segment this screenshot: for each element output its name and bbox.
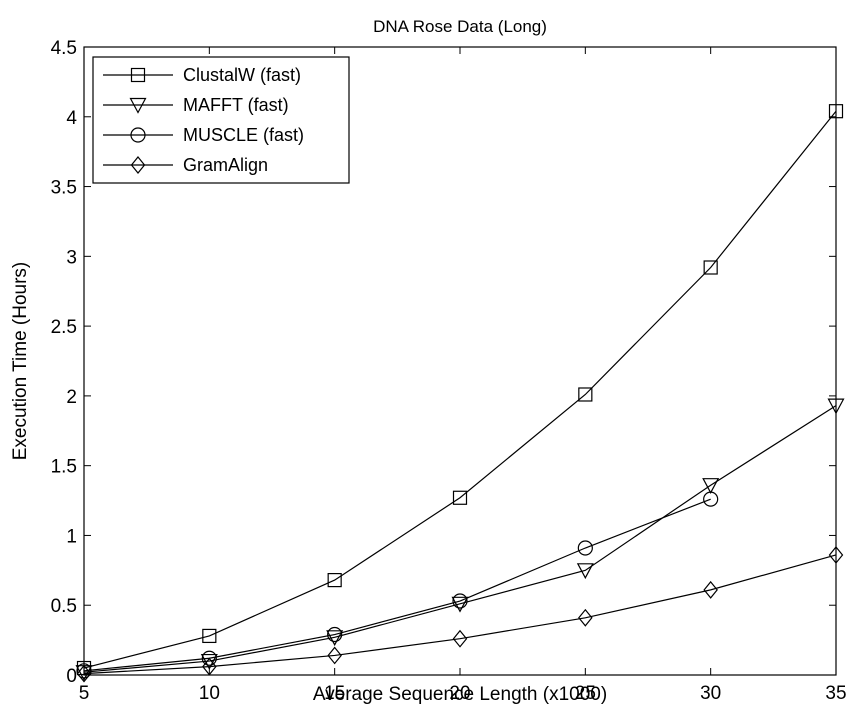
legend-entry: MUSCLE (fast) — [103, 125, 304, 145]
x-tick-label: 35 — [825, 683, 846, 704]
series-3 — [76, 546, 844, 683]
legend-entry: ClustalW (fast) — [103, 65, 301, 85]
data-point — [200, 653, 218, 670]
legend: ClustalW (fast) MAFFT (fast) MUSCLE (fast)… — [92, 56, 350, 184]
data-point — [577, 540, 593, 556]
y-tick-label: 1 — [66, 526, 77, 547]
series-line — [83, 405, 837, 673]
series-1 — [75, 398, 845, 681]
y-tick-label: 0.5 — [51, 596, 77, 617]
data-point — [452, 490, 468, 505]
y-tick-label: 1.5 — [51, 457, 77, 478]
series-line — [83, 554, 837, 675]
x-tick-label: 30 — [700, 683, 721, 704]
series-line — [83, 110, 837, 669]
y-tick-label: 2 — [66, 387, 77, 408]
data-point — [703, 580, 718, 599]
y-tick-label: 0 — [66, 666, 77, 687]
x-tick-label: 5 — [79, 683, 90, 704]
x-tick-label: 25 — [575, 683, 596, 704]
data-point — [201, 650, 217, 666]
series-line — [83, 498, 711, 672]
data-point — [202, 628, 217, 644]
data-point — [828, 546, 844, 564]
legend-marker — [129, 97, 147, 114]
x-tick-label: 20 — [449, 683, 470, 704]
legend-marker — [130, 156, 146, 174]
legend-label: ClustalW (fast) — [183, 65, 301, 85]
legend-label: MUSCLE (fast) — [183, 125, 304, 145]
data-point — [451, 596, 469, 613]
series-2 — [76, 491, 719, 679]
data-point — [578, 387, 593, 402]
legend-marker — [130, 67, 146, 83]
legend-entry: MAFFT (fast) — [103, 95, 289, 115]
axes: 5 10 15 20 25 30 35 0 0.5 1 1.5 2 2.5 3 3.5 4 4.5 — [51, 38, 847, 704]
data-point — [202, 657, 217, 676]
data-point — [703, 260, 718, 275]
data-point — [452, 593, 468, 609]
data-point — [703, 491, 719, 507]
data-point — [578, 608, 593, 627]
legend-entry: GramAlign — [103, 155, 268, 175]
y-tick-label: 2.5 — [51, 317, 77, 338]
data-point — [327, 573, 342, 588]
legend-box — [92, 56, 350, 184]
data-point — [327, 646, 342, 665]
y-tick-label: 4.5 — [51, 38, 77, 59]
y-tick-label: 3 — [66, 247, 77, 268]
y-axis-label: Execution Time (Hours) — [10, 262, 31, 461]
data-point — [828, 104, 844, 119]
chart-title: DNA Rose Data (Long) — [373, 17, 547, 36]
x-axis-label: Average Sequence Length (x1000) — [313, 684, 607, 704]
legend-marker — [130, 127, 146, 143]
x-tick-label: 15 — [324, 683, 345, 704]
legend-label: MAFFT (fast) — [183, 95, 289, 115]
y-tick-label: 4 — [66, 108, 77, 129]
data-point — [576, 563, 594, 580]
series-0 — [76, 104, 844, 676]
data-point — [326, 630, 344, 647]
legend-label: GramAlign — [183, 155, 268, 175]
data-point — [76, 664, 92, 683]
x-tick-label: 10 — [199, 683, 220, 704]
y-tick-label: 3.5 — [51, 178, 77, 199]
data-point — [827, 398, 845, 415]
series-group — [75, 104, 845, 683]
data-point — [702, 478, 720, 494]
data-point — [452, 629, 468, 648]
data-point — [327, 626, 343, 643]
data-point — [76, 663, 92, 679]
